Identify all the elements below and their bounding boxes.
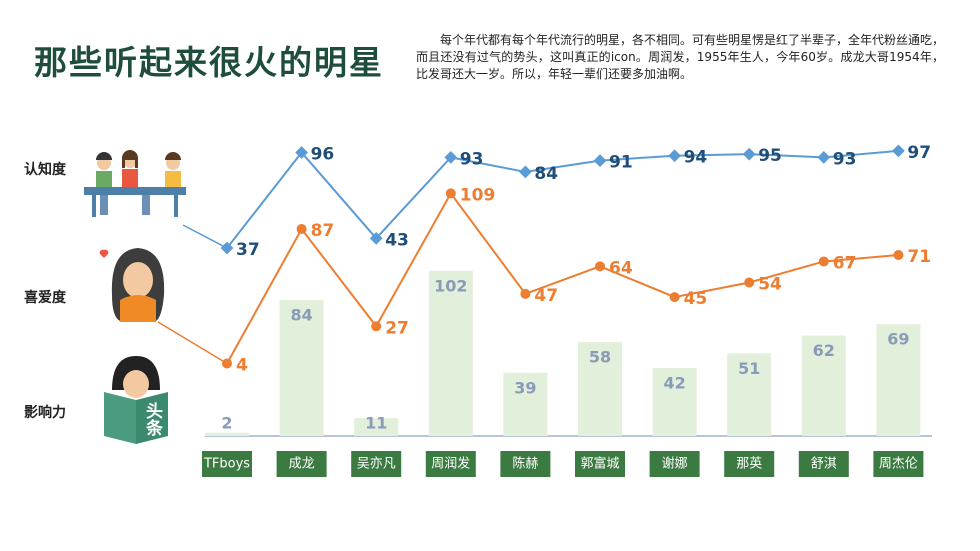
x-tick-label: 那英 bbox=[736, 457, 762, 472]
category-box bbox=[649, 451, 700, 477]
bar bbox=[503, 372, 548, 436]
category-box bbox=[202, 451, 252, 477]
data-label: 69 bbox=[887, 330, 909, 349]
bar bbox=[578, 342, 622, 436]
bar bbox=[205, 432, 249, 436]
marker bbox=[520, 288, 531, 299]
icon-meeting bbox=[84, 150, 186, 217]
marker bbox=[295, 146, 308, 159]
line bbox=[226, 191, 899, 365]
data-label: 2 bbox=[221, 414, 232, 433]
data-label: 51 bbox=[738, 359, 760, 378]
data-label: 54 bbox=[758, 275, 782, 295]
chart-title: 那些听起来很火的明星 bbox=[34, 43, 384, 82]
legend-label: 认知度 bbox=[24, 161, 67, 178]
data-label: 102 bbox=[434, 276, 467, 295]
data-label: 93 bbox=[460, 149, 484, 169]
data-label: 42 bbox=[663, 373, 685, 392]
icon-reader: 头条 bbox=[104, 356, 168, 444]
marker bbox=[893, 249, 904, 260]
data-label: 43 bbox=[385, 230, 409, 250]
marker bbox=[818, 256, 829, 267]
data-label: 95 bbox=[758, 146, 782, 166]
data-label: 94 bbox=[684, 148, 708, 168]
category-box bbox=[351, 451, 402, 477]
data-label: 37 bbox=[236, 240, 260, 260]
connector bbox=[157, 321, 228, 365]
data-label: 11 bbox=[365, 414, 387, 433]
data-label: 27 bbox=[385, 318, 409, 338]
data-label: 84 bbox=[290, 305, 312, 324]
data-label: 109 bbox=[460, 185, 496, 205]
data-label: 62 bbox=[813, 341, 835, 360]
data-label: 84 bbox=[534, 164, 558, 184]
data-label: 58 bbox=[589, 348, 611, 367]
x-tick-label: 谢娜 bbox=[662, 456, 688, 472]
line bbox=[226, 149, 899, 249]
category-box bbox=[575, 451, 625, 477]
data-label: 93 bbox=[833, 149, 857, 169]
data-label: 4 bbox=[236, 356, 248, 376]
legend-label: 喜爱度 bbox=[24, 289, 67, 306]
chart-subtitle: 每个年代都有每个年代流行的明星，各不相同。可有些明星愣是红了半辈子，全年代粉丝通… bbox=[416, 33, 945, 81]
category-box bbox=[425, 451, 476, 477]
connector bbox=[182, 224, 228, 249]
x-tick-label: 成龙 bbox=[289, 457, 315, 472]
bar bbox=[279, 299, 324, 436]
data-label: 39 bbox=[514, 378, 536, 397]
marker bbox=[445, 188, 456, 199]
x-tick-label: 吴亦凡 bbox=[357, 456, 396, 472]
x-tick-label: 舒淇 bbox=[811, 457, 837, 472]
marker bbox=[593, 154, 607, 167]
data-label: 97 bbox=[907, 143, 931, 163]
x-tick-label: 周杰伦 bbox=[879, 457, 918, 472]
category-box bbox=[276, 451, 327, 477]
x-tick-label: 郭富城 bbox=[580, 456, 619, 472]
marker bbox=[371, 321, 382, 332]
x-tick-label: 周润发 bbox=[431, 456, 470, 472]
data-label: 45 bbox=[684, 289, 708, 309]
x-tick-label: TFboys bbox=[203, 457, 250, 472]
marker bbox=[296, 224, 307, 235]
marker bbox=[892, 144, 905, 158]
data-label: 71 bbox=[907, 247, 931, 267]
bar bbox=[801, 335, 846, 436]
bar bbox=[652, 367, 697, 436]
bar bbox=[354, 418, 399, 436]
marker bbox=[222, 358, 232, 369]
marker bbox=[742, 147, 756, 161]
category-box bbox=[500, 451, 551, 477]
data-label: 91 bbox=[609, 153, 633, 173]
data-label: 47 bbox=[534, 286, 558, 306]
bar bbox=[428, 270, 473, 436]
bar bbox=[727, 353, 772, 436]
marker bbox=[669, 292, 680, 303]
icon-label: 头条 bbox=[142, 402, 164, 437]
data-label: 67 bbox=[833, 253, 857, 273]
marker bbox=[595, 261, 605, 272]
marker bbox=[220, 241, 234, 255]
category-box bbox=[798, 451, 849, 477]
marker bbox=[369, 231, 383, 245]
data-label: 64 bbox=[609, 258, 633, 278]
marker bbox=[744, 277, 755, 288]
marker bbox=[444, 150, 458, 164]
icon-girl bbox=[99, 248, 165, 322]
marker bbox=[519, 165, 532, 179]
data-label: 87 bbox=[311, 221, 335, 241]
category-box bbox=[724, 451, 775, 477]
marker bbox=[817, 150, 831, 164]
x-tick-label: 陈赫 bbox=[512, 456, 538, 472]
data-label: 96 bbox=[311, 144, 335, 164]
bar bbox=[876, 324, 921, 436]
legend-label: 影响力 bbox=[24, 404, 66, 421]
marker bbox=[668, 149, 681, 163]
category-box bbox=[873, 451, 924, 477]
